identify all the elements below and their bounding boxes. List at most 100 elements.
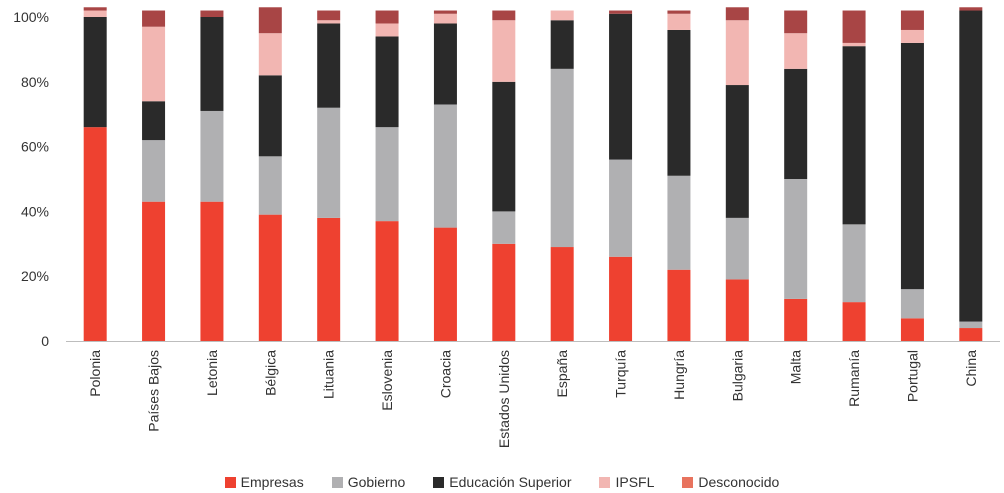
x-tick-label: Eslovenia — [379, 350, 395, 411]
bar-segment-gobierno — [725, 217, 749, 280]
bar-segment-empresas — [375, 221, 399, 341]
bar-segment-desconocido — [842, 10, 866, 43]
bar-segment-empresas — [900, 318, 924, 341]
bar-segment-gobierno — [200, 110, 224, 202]
bar-segment-empresas — [959, 328, 983, 341]
bar-segment-gobierno — [317, 107, 341, 218]
bar-segment-empresas — [83, 127, 107, 341]
x-tick-label: Letonia — [204, 350, 220, 396]
bar-segment-empresas — [200, 201, 224, 341]
bar-segment-empresas — [842, 302, 866, 341]
legend-item: Desconocido — [682, 474, 779, 490]
x-tick-label: España — [554, 350, 570, 398]
bar-segment-ipsfl — [142, 26, 166, 102]
y-tick-label: 100% — [13, 9, 49, 25]
bar-segment-empresas — [667, 269, 691, 341]
legend-swatch — [224, 476, 236, 488]
bar-segment-empresas — [609, 256, 633, 341]
bar-segment-desconocido — [258, 7, 282, 34]
x-tick-label: Rumanía — [846, 350, 862, 407]
bar-segment-gobierno — [842, 224, 866, 303]
y-tick-label: 80% — [21, 74, 49, 90]
y-tick-label: 0 — [41, 333, 49, 349]
bar-segment-educación-superior — [317, 23, 341, 108]
bar-segment-educación-superior — [433, 23, 457, 105]
bar-segment-educación-superior — [784, 68, 808, 179]
x-tick-label: Bulgaria — [729, 350, 745, 402]
bar-segment-gobierno — [375, 127, 399, 222]
bar-segment-empresas — [550, 247, 574, 341]
x-tick-label: Estados Unidos — [496, 350, 512, 448]
bar-segment-desconocido — [492, 10, 516, 21]
legend-label: Empresas — [240, 474, 304, 490]
x-tick-label: Croacia — [437, 350, 453, 398]
bar-segment-ipsfl — [550, 10, 574, 21]
bar-segment-empresas — [784, 298, 808, 341]
bar-segment-gobierno — [609, 159, 633, 257]
bar-segment-ipsfl — [492, 20, 516, 82]
x-tick-label: China — [963, 350, 979, 387]
x-tick-label: Hungría — [671, 350, 687, 400]
bar-segment-desconocido — [959, 7, 983, 11]
legend-swatch — [433, 476, 445, 488]
bar-segment-empresas — [433, 227, 457, 341]
x-tick-label: Lituania — [321, 350, 337, 399]
x-tick-label: Países Bajos — [146, 350, 162, 432]
bar-segment-ipsfl — [842, 42, 866, 47]
bar-segment-desconocido — [900, 10, 924, 30]
x-tick-label: Malta — [788, 350, 804, 384]
bar-segment-educación-superior — [550, 20, 574, 69]
legend-label: IPSFL — [615, 474, 655, 490]
bar-segment-gobierno — [492, 211, 516, 244]
bar-segment-empresas — [142, 201, 166, 341]
bar-segment-educación-superior — [142, 101, 166, 141]
bar-segment-gobierno — [784, 179, 808, 299]
bar-segment-empresas — [317, 217, 341, 341]
y-tick-label: 20% — [21, 268, 49, 284]
legend-item: Empresas — [224, 474, 304, 490]
bar-segment-empresas — [725, 279, 749, 341]
bar-segment-gobierno — [550, 68, 574, 248]
bar-segment-empresas — [258, 214, 282, 341]
legend-label: Gobierno — [347, 474, 406, 490]
bar-segment-educación-superior — [83, 17, 107, 128]
bar-segment-educación-superior — [258, 75, 282, 157]
bar-segment-gobierno — [433, 104, 457, 228]
bar-segment-educación-superior — [959, 10, 983, 322]
x-tick-label: Bélgica — [262, 350, 278, 396]
legend-label: Educación Superior — [449, 474, 572, 490]
bar-segment-empresas — [492, 243, 516, 341]
bar-segment-ipsfl — [83, 10, 107, 17]
bar-segment-desconocido — [200, 10, 224, 17]
bar-segment-gobierno — [900, 289, 924, 319]
x-tick-label: Portugal — [904, 350, 920, 402]
bar-segment-educación-superior — [200, 17, 224, 111]
bar-segment-educación-superior — [667, 29, 691, 176]
bar-segment-ipsfl — [784, 33, 808, 69]
bar-segment-desconocido — [667, 10, 691, 14]
y-tick-label: 60% — [21, 139, 49, 155]
bar-segment-educación-superior — [375, 36, 399, 128]
bar-segment-educación-superior — [725, 85, 749, 218]
legend-item: IPSFL — [599, 474, 654, 490]
bar-segment-ipsfl — [317, 20, 341, 24]
stacked-bar-chart: 0 20% 40% 60% 80% 100% Polonia Países Bajos Leto… — [13, 7, 1000, 448]
x-tick-label: Turquía — [613, 350, 629, 398]
bar-segment-desconocido — [83, 7, 107, 11]
x-tick-label: Polonia — [87, 350, 103, 397]
bar-segment-ipsfl — [725, 20, 749, 86]
legend-label: Desconocido — [698, 474, 780, 490]
bar-segment-educación-superior — [609, 13, 633, 160]
bar-segment-ipsfl — [375, 23, 399, 37]
bar-segment-ipsfl — [667, 13, 691, 30]
legend-item: Educación Superior — [433, 474, 571, 490]
bar-segment-ipsfl — [900, 29, 924, 43]
bar-segment-desconocido — [725, 7, 749, 21]
legend-item: Gobierno — [331, 474, 406, 490]
bar-segment-educación-superior — [492, 81, 516, 212]
bar-segment-desconocido — [375, 10, 399, 24]
bar-segment-desconocido — [609, 10, 633, 14]
bar-segment-gobierno — [142, 140, 166, 202]
y-tick-label: 40% — [21, 203, 49, 219]
